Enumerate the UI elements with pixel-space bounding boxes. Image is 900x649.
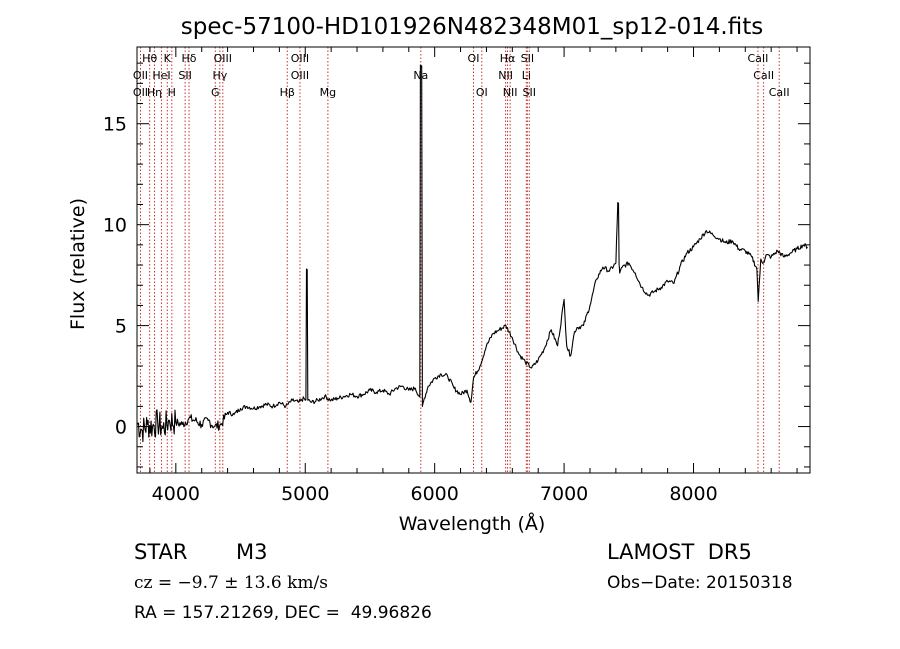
line-marker-label: OII (133, 69, 148, 82)
line-marker-label: Hβ (280, 86, 295, 99)
y-tick-label: 5 (115, 316, 127, 338)
x-tick-label: 4000 (152, 483, 200, 505)
line-marker-label: Li (522, 69, 531, 82)
coordinates: RA = 157.21269, DEC = 49.96826 (134, 603, 432, 623)
line-marker-label: NII (503, 86, 518, 99)
spectrum-line (136, 64, 808, 443)
line-marker-label: SII (178, 69, 191, 82)
line-marker-label: G (211, 86, 220, 99)
line-marker-label: SII (523, 86, 536, 99)
line-marker-label: OIII (291, 52, 309, 65)
line-marker-label: OI (468, 52, 480, 65)
line-marker-label: OIII (214, 52, 232, 65)
object-class: STAR (134, 540, 188, 564)
line-marker-label: SII (521, 52, 534, 65)
line-marker-label: CaII (753, 69, 774, 82)
plot-frame (136, 46, 811, 474)
line-marker-label: HeI (152, 69, 170, 82)
line-marker-label: CaII (748, 52, 769, 65)
y-tick-label: 0 (115, 417, 127, 439)
line-marker-label: Hθ (142, 52, 157, 65)
line-marker-label: CaII (769, 86, 790, 99)
chart-title: spec-57100-HD101926N482348M01_sp12-014.f… (181, 14, 763, 40)
line-marker-label: Hη (147, 86, 162, 99)
x-tick-label: 5000 (281, 483, 329, 505)
x-tick-label: 7000 (540, 483, 588, 505)
y-tick-label: 15 (103, 114, 127, 136)
line-marker-label: H (168, 86, 176, 99)
emission-line-markers (139, 47, 780, 473)
line-marker-label: OII (133, 86, 148, 99)
x-tick-label: 6000 (410, 483, 458, 505)
x-axis-label: Wavelength (Å) (399, 512, 546, 535)
y-axis-label: Flux (relative) (67, 198, 89, 330)
line-marker-label: Hα (500, 52, 516, 65)
line-marker-label: K (164, 52, 172, 65)
line-marker-label: OIII (291, 69, 309, 82)
y-tick-label: 10 (103, 215, 127, 237)
redshift-value: cz = −9.7 ± 13.6 km/s (134, 573, 328, 593)
object-subclass: M3 (236, 540, 268, 564)
y-axis: 0 5 10 15 (103, 62, 810, 468)
x-axis: 4000 5000 6000 7000 8000 (149, 47, 798, 505)
line-marker-label: OI (476, 86, 488, 99)
line-marker-label: Hγ (212, 69, 227, 82)
line-marker-label: Hδ (182, 52, 197, 65)
line-marker-label: Mg (320, 86, 336, 99)
observation-date: Obs−Date: 20150318 (607, 573, 793, 593)
survey-name: LAMOST DR5 (607, 540, 752, 564)
x-tick-label: 8000 (669, 483, 717, 505)
line-marker-label: NII (498, 69, 513, 82)
